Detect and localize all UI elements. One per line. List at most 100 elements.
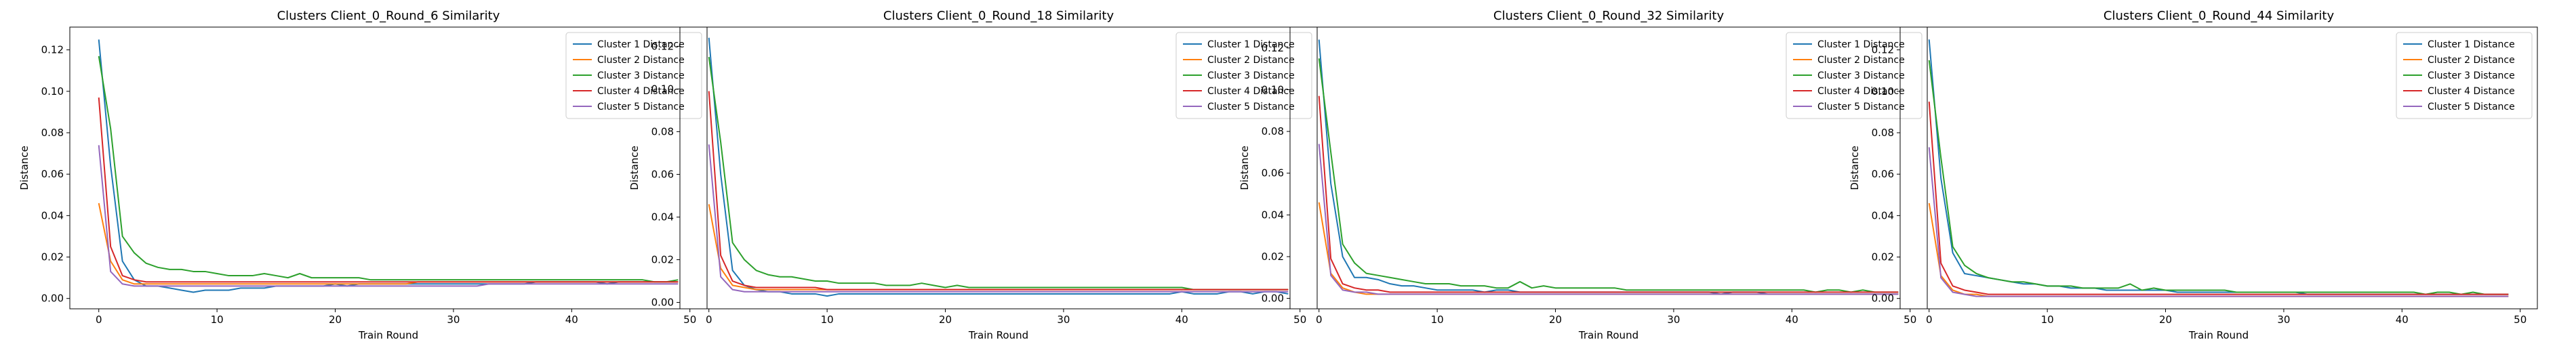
series-line-cluster-3 [1928, 60, 2509, 295]
x-tick-label: 0 [706, 314, 712, 326]
x-tick-label: 10 [821, 314, 834, 326]
y-tick-label: 0.02 [1872, 251, 1894, 263]
y-tick-label: 0.10 [41, 85, 64, 98]
x-axis-label: Train Round [2188, 329, 2249, 341]
legend-label: Cluster 2 Distance [1207, 55, 1295, 66]
legend-label: Cluster 4 Distance [1817, 86, 1905, 97]
legend-label: Cluster 2 Distance [597, 55, 685, 66]
y-tick-label: 0.06 [1872, 168, 1894, 180]
y-tick-label: 0.10 [1872, 85, 1894, 98]
x-tick-label: 50 [2514, 314, 2527, 326]
chart-title: Clusters Client_0_Round_32 Similarity [1493, 9, 1725, 23]
x-tick-label: 50 [683, 314, 696, 326]
chart-panel-2: 0 10 20 30 40 500.000.020.040.060.080.100.12C… [628, 9, 1318, 341]
axes-frame [1289, 26, 1928, 309]
legend-label: Cluster 4 Distance [1207, 86, 1295, 97]
legend-label: Cluster 4 Distance [597, 86, 685, 97]
series-line-cluster-4 [708, 91, 1289, 291]
x-tick-label: 30 [1667, 314, 1680, 326]
legend-box [565, 32, 702, 119]
x-tick-label: 50 [1904, 314, 1916, 326]
series-line-cluster-3 [98, 56, 679, 283]
legend-box [2396, 32, 2533, 119]
x-tick-label: 40 [565, 314, 578, 326]
legend-label: Cluster 3 Distance [2428, 70, 2515, 81]
x-tick-label: 10 [211, 314, 224, 326]
y-tick-label: 0.04 [651, 211, 674, 223]
series-line-cluster-4 [1318, 95, 1899, 293]
y-tick-label: 0.08 [1262, 125, 1284, 137]
y-tick-label: 0.00 [1262, 293, 1284, 305]
chart-panel-3: 0 10 20 30 40 500.000.020.040.060.080.100.12C… [1239, 9, 1928, 341]
legend-label: Cluster 3 Distance [597, 70, 685, 81]
y-tick-label: 0.06 [1262, 167, 1284, 179]
chart-title: Clusters Client_0_Round_18 Similarity [883, 9, 1114, 23]
legend-label: Cluster 3 Distance [1817, 70, 1905, 81]
y-tick-label: 0.02 [41, 251, 64, 263]
legend-label: Cluster 1 Distance [1207, 39, 1295, 50]
y-tick-label: 0.04 [1262, 209, 1284, 221]
legend-label: Cluster 5 Distance [1817, 102, 1905, 112]
legend-label: Cluster 3 Distance [1207, 70, 1295, 81]
chart-title: Clusters Client_0_Round_6 Similarity [277, 9, 500, 23]
y-tick-label: 0.00 [41, 293, 64, 305]
x-tick-label: 0 [1926, 314, 1933, 326]
legend-label: Cluster 5 Distance [2428, 102, 2515, 112]
y-tick-label: 0.08 [1872, 127, 1894, 139]
series-line-cluster-2 [708, 204, 1289, 291]
y-tick-label: 0.08 [651, 125, 674, 137]
legend-label: Cluster 4 Distance [2428, 86, 2515, 97]
y-tick-label: 0.10 [651, 83, 674, 95]
y-tick-label: 0.00 [651, 297, 674, 309]
series-line-cluster-5 [1928, 147, 2509, 297]
axes-frame [679, 26, 1318, 309]
y-tick-label: 0.04 [1872, 209, 1894, 221]
y-tick-label: 0.10 [1262, 83, 1284, 95]
x-tick-label: 20 [329, 314, 342, 326]
x-tick-label: 20 [1549, 314, 1562, 326]
legend-label: Cluster 1 Distance [1817, 39, 1905, 50]
series-line-cluster-5 [98, 145, 679, 287]
legend-label: Cluster 2 Distance [1817, 55, 1905, 66]
x-tick-label: 30 [2277, 314, 2290, 326]
y-tick-label: 0.06 [651, 168, 674, 180]
legend: Cluster 1 Distance Cluster 2 Distance Clus… [565, 32, 702, 119]
y-tick-label: 0.12 [1872, 44, 1894, 56]
legend-label: Cluster 2 Distance [2428, 55, 2515, 66]
x-axis-label: Train Round [358, 329, 418, 341]
x-tick-label: 10 [2041, 314, 2054, 326]
y-tick-label: 0.00 [1872, 293, 1894, 305]
y-tick-label: 0.02 [651, 254, 674, 266]
series-line-cluster-3 [1318, 58, 1899, 293]
y-axis-label: Distance [1849, 146, 1861, 190]
x-axis-label: Train Round [968, 329, 1028, 341]
x-tick-label: 0 [96, 314, 102, 326]
axes-frame [69, 26, 708, 309]
chart-panel-1: 0 10 20 30 40 500.000.020.040.060.080.100.12C… [18, 9, 708, 341]
legend: Cluster 1 Distance Cluster 2 Distance Clus… [1786, 32, 1923, 119]
series-line-cluster-5 [708, 144, 1289, 293]
legend-box [1786, 32, 1923, 119]
y-tick-label: 0.02 [1262, 251, 1284, 263]
series-line-cluster-5 [1318, 144, 1899, 295]
series-line-cluster-4 [98, 97, 679, 283]
x-tick-label: 30 [447, 314, 460, 326]
legend-label: Cluster 5 Distance [1207, 102, 1295, 112]
x-tick-label: 20 [939, 314, 952, 326]
legend-label: Cluster 1 Distance [597, 39, 685, 50]
y-tick-label: 0.06 [41, 168, 64, 180]
y-tick-label: 0.12 [651, 40, 674, 52]
x-tick-label: 30 [1057, 314, 1070, 326]
x-tick-label: 40 [1175, 314, 1188, 326]
chart-title: Clusters Client_0_Round_44 Similarity [2104, 9, 2335, 23]
legend-label: Cluster 5 Distance [597, 102, 685, 112]
y-tick-label: 0.12 [1262, 42, 1284, 54]
series-line-cluster-1 [708, 37, 1289, 297]
x-tick-label: 0 [1316, 314, 1323, 326]
legend-label: Cluster 1 Distance [2428, 39, 2515, 50]
y-axis-label: Distance [628, 146, 641, 190]
y-axis-label: Distance [18, 146, 31, 190]
x-tick-label: 50 [1293, 314, 1306, 326]
axes-frame [1899, 26, 2538, 309]
